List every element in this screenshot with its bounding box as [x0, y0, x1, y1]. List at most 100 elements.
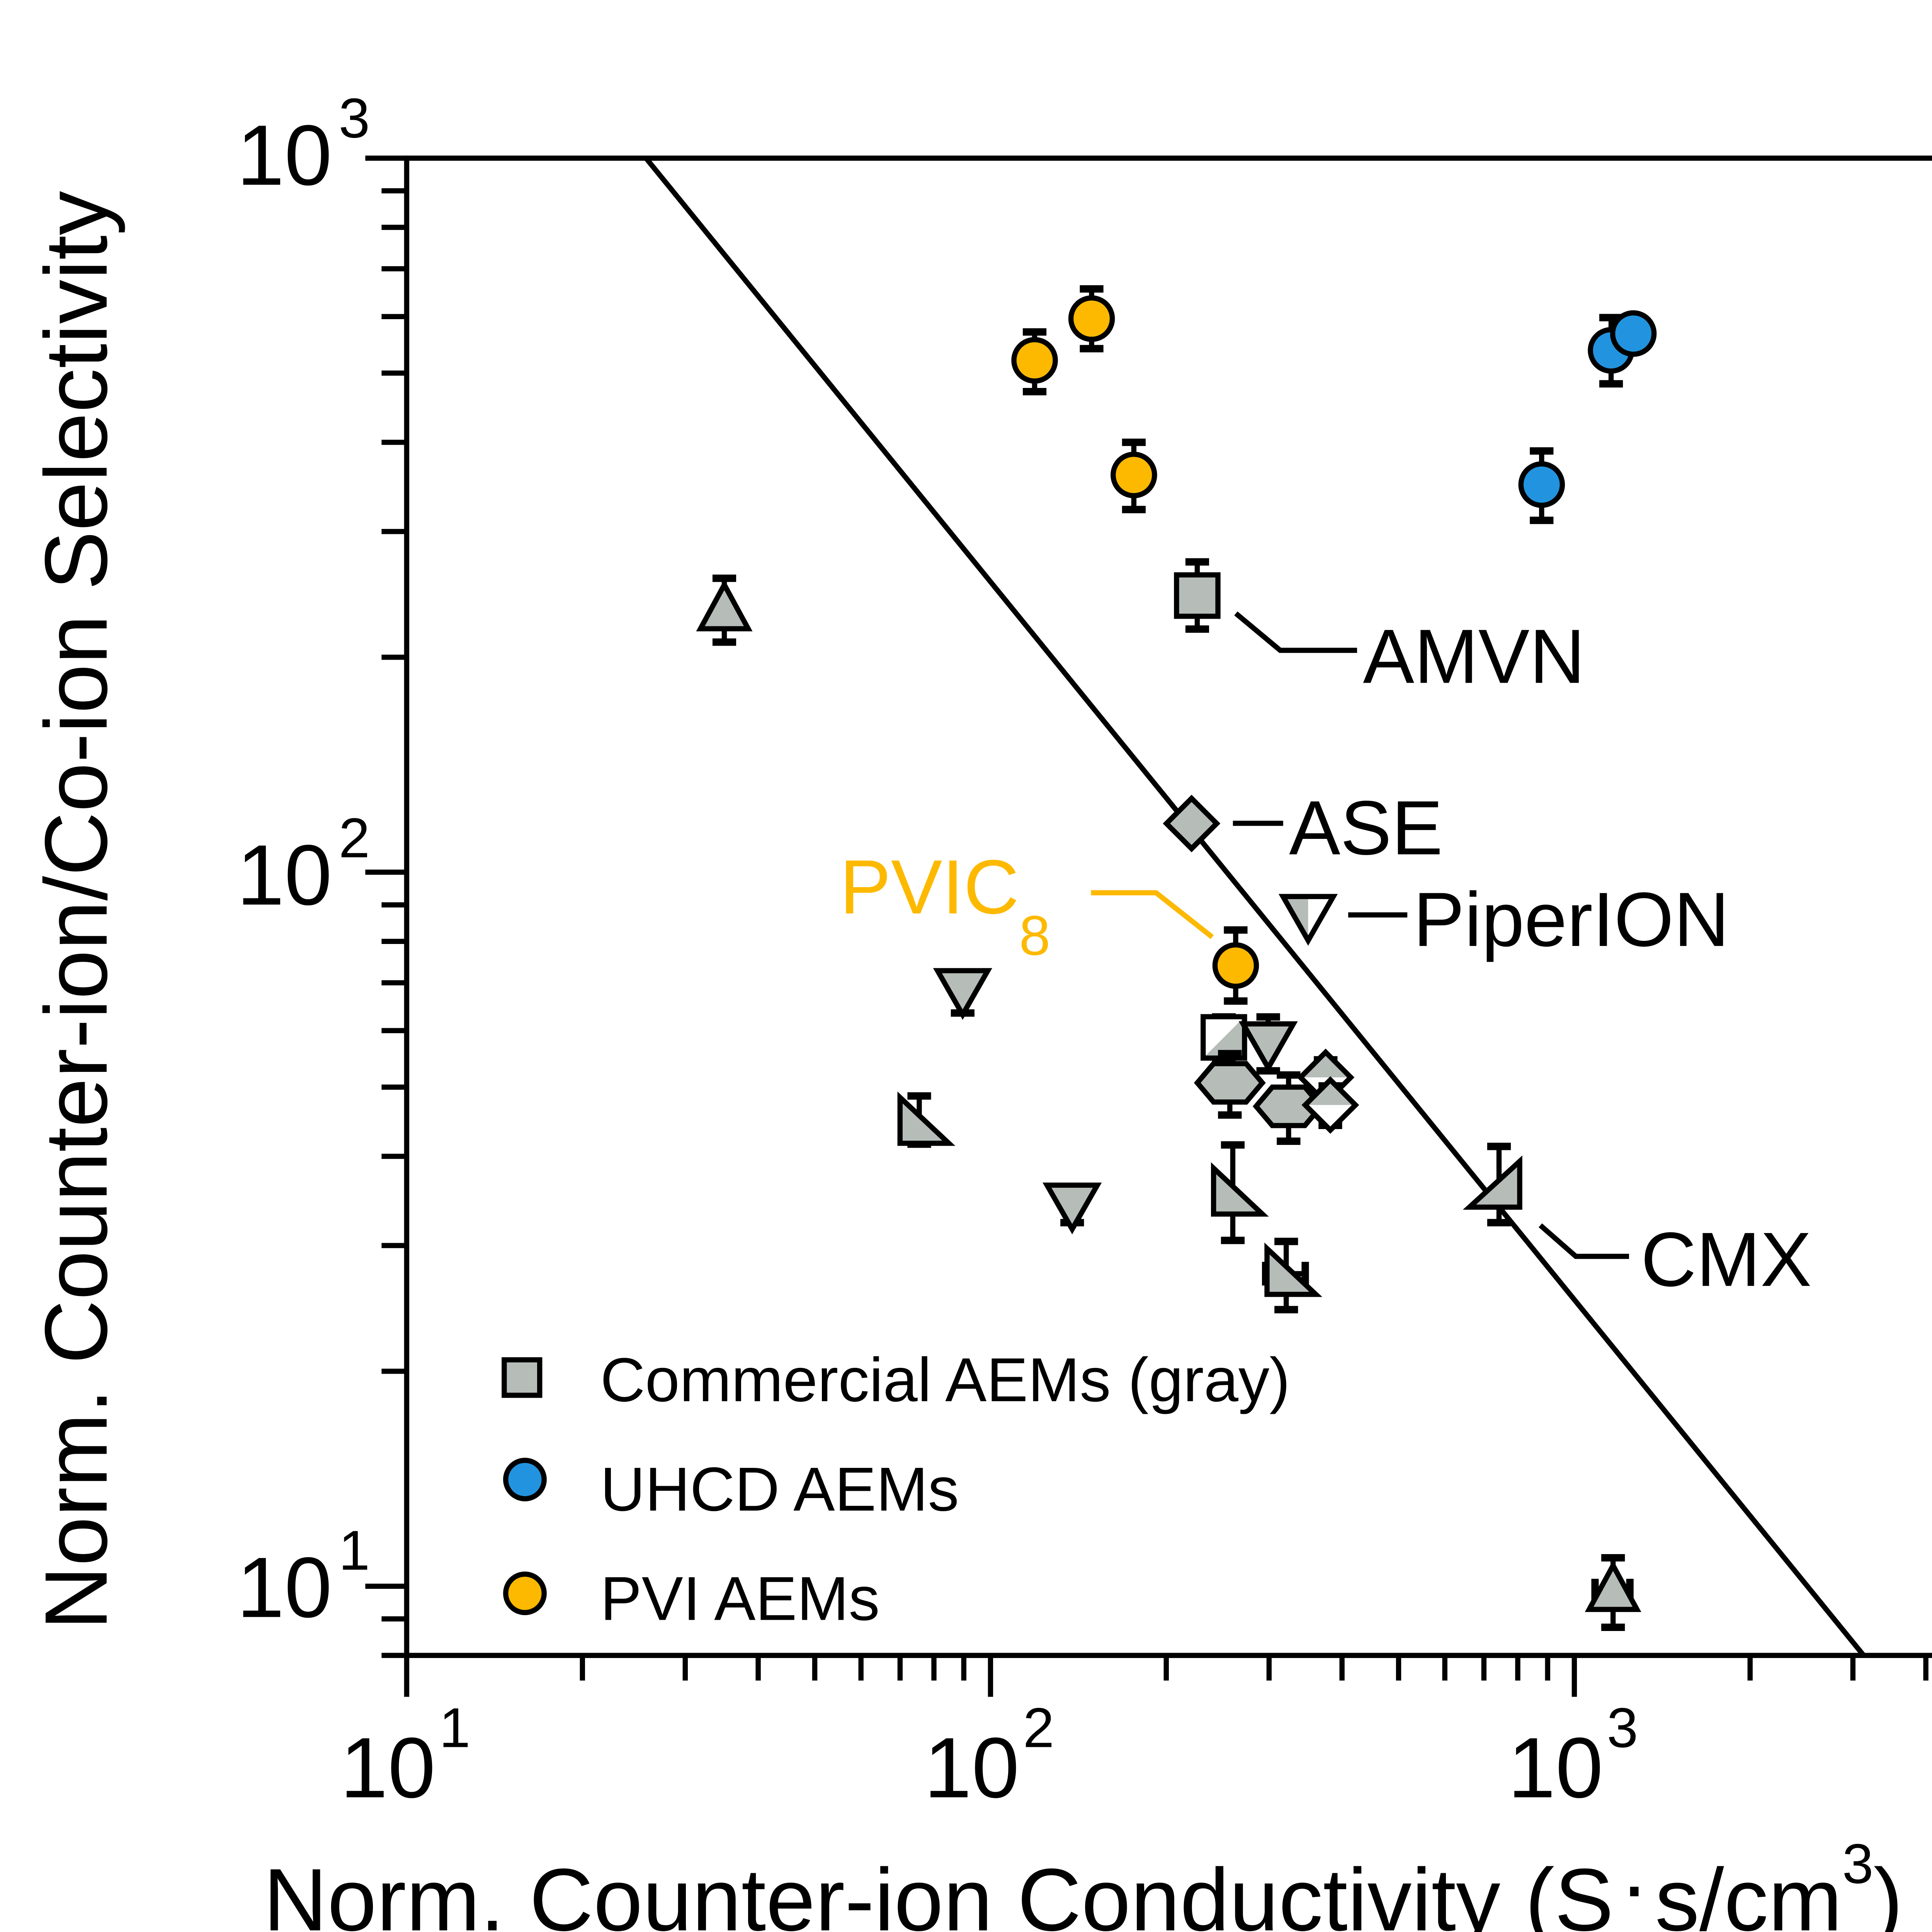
annotation-amvn: AMVN — [1234, 611, 1585, 699]
plot-marks — [644, 156, 1866, 1657]
legend-marker-circle — [503, 1571, 547, 1615]
x-tick-label-1000: 10 3 — [1508, 1696, 1638, 1816]
annotation-cmx: CMX — [1538, 1217, 1812, 1303]
x-tick-exp: 3 — [1607, 1696, 1638, 1759]
series-pvi — [1011, 285, 1259, 1005]
data-point — [1011, 328, 1058, 396]
circle-marker — [1518, 461, 1565, 508]
data-point — [1610, 310, 1657, 357]
data-point — [1585, 1554, 1641, 1631]
data-point — [1238, 1013, 1298, 1075]
x-axis-title-close: ) — [1873, 1850, 1903, 1932]
legend: Commercial AEMs (gray) UHCD AEMs PVI AEM… — [502, 1345, 1290, 1633]
x-tick-label-10: 10 1 — [340, 1696, 470, 1816]
diamond-half-fill — [1300, 1052, 1351, 1078]
circle-marker — [1068, 295, 1115, 342]
legend-marker-square — [502, 1357, 543, 1398]
x-tick-base: 10 — [1508, 1720, 1603, 1816]
annotation-piperion: PiperION — [1348, 877, 1729, 963]
square-half-fill — [1203, 1017, 1245, 1058]
legend-entry-uhcd: UHCD AEMs — [503, 1455, 959, 1524]
data-point-pvic8 — [1212, 926, 1259, 1005]
annotation-leader — [1234, 611, 1357, 653]
x-axis-title-unit: s/cm — [1655, 1850, 1842, 1932]
annotation-leader — [1538, 1223, 1629, 1259]
right-triangle-marker — [1463, 1155, 1522, 1210]
y-tick-base: 10 — [237, 827, 332, 923]
x-axis-title-sup: 3 — [1842, 1832, 1874, 1895]
y-tick-base: 10 — [237, 107, 332, 203]
data-point-ase — [1163, 794, 1221, 852]
circle-marker — [1011, 337, 1058, 384]
triangle-up-marker — [696, 579, 753, 631]
x-tick-exp: 2 — [1023, 1696, 1054, 1759]
y-tick-label-10: 10 1 — [237, 1519, 370, 1635]
y-tick-exp: 2 — [339, 806, 370, 869]
annotation-pvic8: PVIC8 — [840, 844, 1214, 967]
legend-entry-commercial: Commercial AEMs (gray) — [502, 1345, 1290, 1415]
axis-ticks — [365, 155, 1929, 1697]
x-tick-base: 10 — [924, 1720, 1019, 1816]
data-point — [1262, 1238, 1323, 1313]
annotation-label: PVIC8 — [840, 844, 1050, 967]
x-tick-base: 10 — [340, 1720, 435, 1816]
diamond-half-fill — [1305, 1080, 1355, 1105]
triangle-down-marker — [1238, 1021, 1298, 1073]
annotation-label: PiperION — [1413, 877, 1729, 963]
right-triangle-marker — [1211, 1162, 1269, 1217]
annotation-label: CMX — [1641, 1217, 1812, 1303]
annotation-ase: ASE — [1233, 785, 1443, 871]
legend-label: UHCD AEMs — [600, 1455, 959, 1524]
y-tick-label-1000: 10 3 — [237, 87, 370, 203]
x-axis-title-dot: · — [1619, 1835, 1649, 1932]
y-axis-title: Norm. Counter-ion/Co-ion Selectivity — [26, 191, 126, 1630]
circle-marker — [1111, 451, 1157, 498]
legend-entry-pvi: PVI AEMs — [503, 1564, 880, 1633]
data-point — [1518, 447, 1565, 524]
annotation-label: AMVN — [1363, 614, 1585, 699]
circle-marker — [1212, 942, 1259, 989]
data-point-amvn — [1174, 558, 1221, 633]
svg-text:Norm. Counter-ion Conductivity: Norm. Counter-ion Conductivity (S · s/cm3) — [263, 1832, 1903, 1932]
x-axis-title-main: Norm. Counter-ion Conductivity (S — [263, 1850, 1614, 1932]
annotation-label: ASE — [1289, 785, 1443, 871]
y-tick-base: 10 — [237, 1540, 332, 1636]
data-point-piperion — [1278, 894, 1338, 946]
y-tick-exp: 1 — [339, 1519, 370, 1582]
x-tick-label-100: 10 2 — [924, 1696, 1054, 1816]
data-point — [1211, 1141, 1269, 1244]
data-point — [1068, 285, 1115, 352]
annotation-leader — [1091, 890, 1214, 939]
triangle-down-marker — [933, 968, 992, 1020]
triangle-down-half-marker — [1278, 894, 1338, 946]
right-triangle-marker — [1264, 1242, 1323, 1297]
circle-marker — [1610, 310, 1657, 357]
data-point — [897, 1091, 956, 1148]
data-point — [1111, 439, 1157, 514]
trend-line — [644, 156, 1866, 1657]
data-point-cmx — [1463, 1143, 1522, 1226]
data-point — [696, 575, 753, 646]
square-half-marker — [1201, 1014, 1247, 1061]
x-axis-title: Norm. Counter-ion Conductivity (S · s/cm3) — [263, 1832, 1903, 1932]
triangle-down-marker — [1043, 1182, 1102, 1235]
y-tick-label-100: 10 2 — [237, 806, 370, 923]
data-point — [1043, 1182, 1102, 1235]
triangle-up-marker — [1585, 1560, 1641, 1612]
y-tick-exp: 3 — [339, 87, 370, 150]
legend-label: Commercial AEMs (gray) — [600, 1345, 1290, 1415]
data-point — [933, 968, 992, 1020]
legend-label: PVI AEMs — [600, 1564, 880, 1633]
square-marker — [1174, 572, 1221, 619]
right-triangle-marker — [897, 1091, 956, 1146]
diamond-half-marker — [1301, 1076, 1359, 1134]
data-point — [1194, 1050, 1266, 1119]
hexagon-marker — [1194, 1061, 1266, 1105]
legend-marker-circle — [503, 1458, 547, 1502]
data-point — [1301, 1076, 1359, 1134]
x-tick-exp: 1 — [439, 1696, 471, 1759]
series-commercial — [696, 558, 1641, 1631]
series-uhcd — [1518, 310, 1657, 524]
diamond-marker — [1163, 794, 1221, 852]
